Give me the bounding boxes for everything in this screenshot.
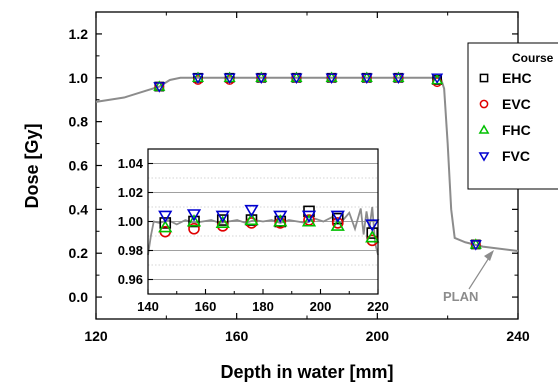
legend-label-ehc: EHC: [502, 70, 532, 86]
inset-y-tick-label: 1.00: [118, 214, 143, 229]
inset-x-tick-label: 180: [252, 299, 274, 314]
legend-box: [467, 42, 558, 190]
main-point-fvc: [431, 73, 444, 85]
legend-marker-ehc: [479, 73, 489, 83]
inset-axis-ticks: 140 160 180 200 220 0.96 0.98 1.00 1.02 1.04: [118, 156, 389, 314]
inset-series-markers: [158, 204, 380, 247]
main-point-fvc: [325, 73, 338, 85]
inset-point-fhc: [273, 214, 288, 227]
main-point-fvc: [469, 240, 482, 251]
inset-point-fhc: [365, 230, 380, 243]
legend-label-fvc: FVC: [502, 148, 530, 164]
inset-point-fhc: [186, 214, 202, 227]
inset-point-fhc: [330, 218, 345, 231]
legend-label-evc: EVC: [502, 96, 531, 112]
inset-point-fvc: [273, 210, 288, 224]
inset-point-fhc: [301, 214, 317, 227]
inset-point-ehc: [159, 217, 172, 229]
main-point-fvc: [255, 73, 268, 85]
inset-point-fvc: [301, 210, 317, 224]
inset-y-tick-label: 1.04: [118, 156, 144, 171]
inset-point-ehc: [366, 227, 379, 239]
legend: Course EHC EVC FHC FVC: [467, 42, 558, 190]
inset-point-fhc: [158, 219, 173, 233]
main-point-fvc: [392, 73, 405, 85]
x-tick-label: 200: [366, 328, 390, 344]
legend-label-fhc: FHC: [502, 122, 531, 138]
y-tick-label: 0.0: [69, 289, 89, 305]
legend-title: Course: [512, 51, 554, 65]
y-tick-label: 0.2: [69, 245, 89, 261]
inset-point-fvc: [158, 210, 173, 224]
main-plan-line: [95, 76, 519, 253]
main-point-fvc: [290, 73, 303, 85]
y-tick-label: 1.0: [69, 70, 89, 86]
main-point-fvc: [191, 73, 205, 85]
inset-y-tick-label: 0.96: [118, 272, 143, 287]
plan-annotation: PLAN: [443, 289, 478, 304]
main-point-fvc: [360, 73, 373, 85]
inset-y-tick-label: 1.02: [118, 185, 143, 200]
inset-x-tick-label: 220: [367, 299, 389, 314]
inset-x-tick-label: 200: [310, 299, 332, 314]
inset-point-fvc: [244, 204, 259, 218]
legend-items: EHC EVC FHC FVC: [478, 70, 532, 164]
inset-point-fvc: [365, 219, 380, 232]
legend-marker-evc: [479, 99, 489, 109]
legend-marker-fhc: [478, 124, 490, 134]
inset-point-fhc: [215, 215, 230, 228]
inset-point-evc: [331, 217, 344, 229]
y-tick-label: 0.6: [69, 158, 89, 174]
main-point-fvc: [153, 82, 166, 93]
inset-point-fhc: [244, 212, 259, 226]
x-tick-label: 120: [84, 328, 108, 344]
inset-point-fvc: [186, 209, 202, 222]
inset-x-tick-label: 140: [137, 299, 159, 314]
main-series-markers: [153, 71, 482, 251]
inset-x-tick-label: 160: [195, 299, 217, 314]
legend-marker-fvc: [478, 152, 490, 162]
inset-point-fvc: [330, 210, 345, 224]
inset-point-fvc: [215, 210, 230, 224]
y-tick-label: 1.2: [69, 26, 89, 42]
x-axis-label: Depth in water [mm]: [220, 362, 393, 382]
main-point-fvc: [223, 73, 236, 85]
y-axis-label: Dose [Gy]: [22, 123, 42, 208]
inset-point-ehc: [216, 214, 229, 226]
x-tick-label: 240: [506, 328, 530, 344]
y-tick-label: 0.4: [69, 201, 89, 217]
x-tick-label: 160: [225, 328, 249, 344]
main-plan-curve: [95, 76, 519, 253]
y-tick-label: 0.8: [69, 114, 89, 130]
inset-point-ehc: [331, 212, 344, 225]
inset-y-tick-label: 0.98: [118, 243, 143, 258]
main-axis-ticks: 120 160 200 240 0.0 0.2 0.4 0.6 0.8 1.0 1.2: [69, 12, 530, 344]
inset-point-evc: [188, 222, 200, 235]
plan-annotation-arrowhead: [484, 250, 494, 261]
